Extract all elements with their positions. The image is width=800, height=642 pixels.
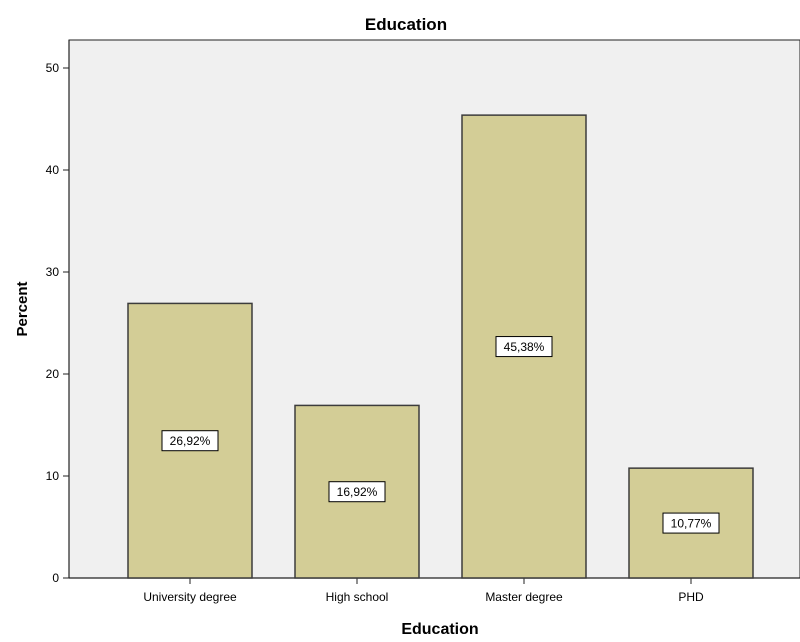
x-tick-label-1: High school: [326, 590, 389, 604]
x-tick-label-3: PHD: [678, 590, 704, 604]
x-axis: University degree High school Master degre…: [69, 577, 800, 604]
y-tick-label-2: 20: [46, 367, 60, 381]
y-tick-label-0: 0: [52, 571, 59, 585]
x-tick-label-2: Master degree: [485, 590, 563, 604]
chart-title: Education: [365, 15, 447, 34]
data-label-box-3: [662, 512, 720, 534]
data-label-2: 45,38%: [504, 340, 545, 354]
data-label-1: 16,92%: [337, 485, 378, 499]
y-axis: 0 10 20 30 40 50: [46, 40, 70, 585]
data-label-box-0: [161, 430, 219, 452]
y-tick-label-3: 30: [46, 265, 60, 279]
data-label-box-1: [328, 481, 386, 503]
data-label-box-2: [495, 336, 553, 358]
data-labels: 26,92% 16,92% 45,38% 10,77%: [161, 336, 720, 534]
y-axis-title: Percent: [14, 281, 31, 336]
x-tick-label-0: University degree: [143, 590, 237, 604]
data-label-3: 10,77%: [671, 517, 712, 531]
y-tick-label-4: 40: [46, 163, 60, 177]
data-label-0: 26,92%: [170, 434, 211, 448]
y-tick-label-5: 50: [46, 61, 60, 75]
x-axis-title: Education: [401, 621, 478, 637]
y-tick-label-1: 10: [46, 469, 60, 483]
